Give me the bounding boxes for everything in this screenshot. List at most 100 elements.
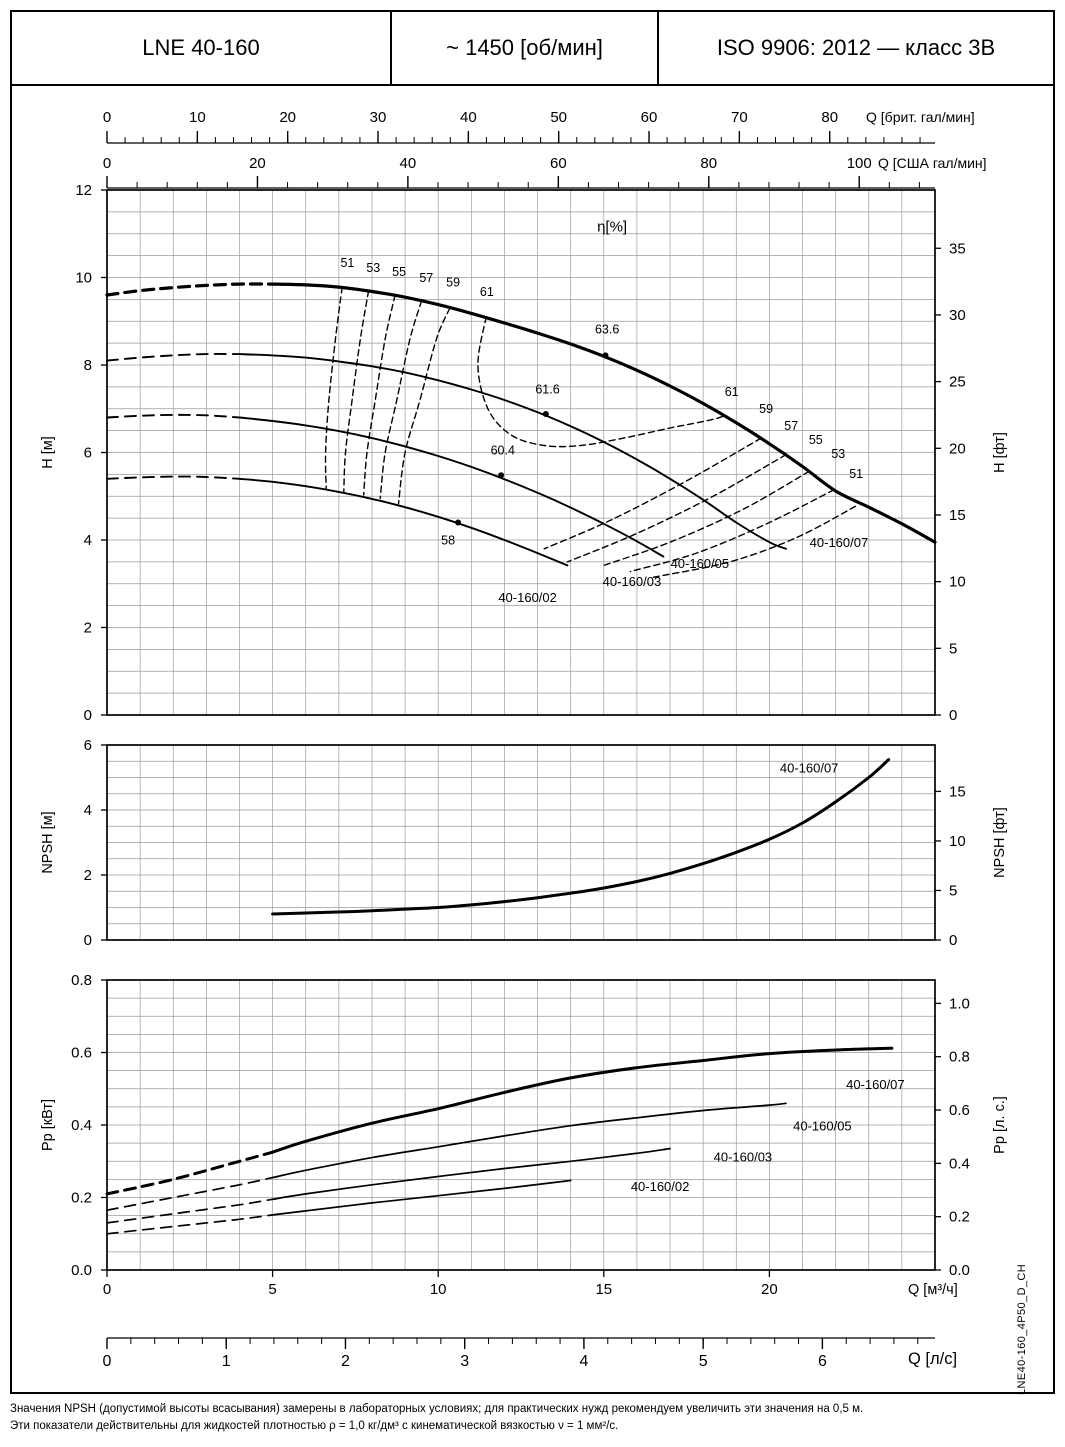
curve-label-40-160/02: 40-160/02 [631, 1179, 690, 1194]
curve-label-40-160/03: 40-160/03 [603, 574, 662, 589]
head-ytick-right: 0 [949, 707, 957, 724]
flow-axis-us-gpm-tick-label: 100 [847, 155, 872, 172]
npsh-ytick-right: 15 [949, 783, 966, 800]
efficiency-value-label: 57 [784, 419, 798, 433]
head-ytick-left: 4 [84, 532, 92, 549]
power-grid [107, 980, 935, 1270]
efficiency-contour-51 [324, 286, 343, 491]
npsh-ytick-right: 5 [949, 882, 957, 899]
npsh-ytick-left: 2 [84, 867, 92, 884]
efficiency-value-label: 61 [725, 385, 739, 399]
efficiency-contour-53 [343, 289, 370, 493]
flow-axis-imp-gpm-tick-label: 80 [821, 109, 838, 126]
power-ytick-right: 0.2 [949, 1209, 970, 1226]
efficiency-value-label: 53 [831, 447, 845, 461]
efficiency-contour-61 [477, 316, 726, 448]
npsh-chart: 0 2 4 6 0 5 10 15 40-160/07 NPSH [м] NPSH [фт] [40, 737, 1008, 949]
bep-marker-63.6 [602, 352, 609, 359]
flow-axis-imp-gpm-tick-label: 40 [460, 109, 477, 126]
pump-curve-40-160/02 [271, 1179, 572, 1216]
flow-axis-m3h-tick-label: 0 [103, 1281, 111, 1298]
power-ytick-left: 0.2 [71, 1190, 92, 1207]
power-ylabel-right: Pp [л. с.] [992, 1096, 1008, 1154]
pump-curve-40-160/03 [238, 416, 665, 558]
flow-axis-ls: 0 1 2 3 4 5 6 Q [л/с] [103, 1337, 957, 1370]
head-ytick-left: 6 [84, 445, 92, 462]
npsh-ytick-left: 4 [84, 802, 92, 819]
pump-curve-dashed-40-160/03 [106, 1198, 274, 1224]
efficiency-value-label: 51 [849, 467, 863, 481]
power-ylabel-left: Pp [кВт] [40, 1099, 56, 1151]
npsh-grid [107, 745, 935, 940]
footer-note-density: Эти показатели действительны для жидкост… [10, 1420, 619, 1433]
pump-curve-dashed-40-160/03 [106, 413, 241, 419]
efficiency-value-label: 57 [419, 271, 433, 285]
power-ytick-left: 0.0 [71, 1262, 92, 1279]
curve-label-40-160/07: 40-160/07 [846, 1077, 905, 1092]
pump-curve-40-160/03 [271, 1147, 671, 1201]
flow-axis-us-gpm-tick-label: 20 [249, 155, 266, 172]
head-ytick-right: 20 [949, 440, 966, 457]
head-chart: 0 2 4 6 8 10 12 0 5 10 15 20 25 30 35 40-160/07 40-160/0… [40, 182, 1008, 724]
efficiency-contour-53r [629, 489, 835, 573]
head-ytick-left: 0 [84, 707, 92, 724]
flow-axis-ls-unit-label: Q [л/с] [908, 1350, 957, 1368]
head-ytick-right: 30 [949, 307, 966, 324]
pump-curve-dashed-40-160/07 [105, 1150, 275, 1196]
head-ytick-left: 10 [75, 270, 92, 287]
power-ytick-right: 0.0 [949, 1262, 970, 1279]
npsh-ytick-left: 0 [84, 932, 92, 949]
flow-axis-imp-gpm-tick-label: 30 [370, 109, 387, 126]
flow-axis-imp-gpm-tick-label: 60 [641, 109, 658, 126]
flow-axis-m3h-tick-label: 10 [430, 1281, 447, 1298]
npsh-ylabel-left: NPSH [м] [40, 811, 56, 873]
pump-curve-40-160/07 [271, 1046, 894, 1154]
head-ytick-right: 35 [949, 240, 966, 257]
efficiency-contour-57 [379, 300, 423, 500]
head-ytick-right: 25 [949, 374, 966, 391]
flow-axis-ls-tick-label: 1 [222, 1353, 231, 1370]
pump-curve-40-160/05 [271, 1102, 787, 1179]
pump-curve-dashed-40-160/05 [106, 1176, 274, 1212]
efficiency-value-label: 53 [366, 261, 380, 275]
flow-axis-ls-tick-label: 0 [103, 1353, 112, 1370]
pump-curve-dashed-40-160/07 [105, 282, 275, 297]
efficiency-contour-51r [652, 505, 857, 578]
pump-curve-dashed-40-160/05 [106, 353, 241, 362]
head-ytick-left: 2 [84, 620, 92, 637]
efficiency-contour-55r [603, 470, 810, 567]
flow-axis-ls-tick-label: 2 [341, 1353, 350, 1370]
efficiency-contour-59 [397, 307, 451, 505]
flow-axis-imp-gpm-unit-label: Q [брит. гал/мин] [866, 109, 975, 125]
head-ytick-left: 12 [75, 182, 92, 199]
flow-axis-imp-gpm-tick-label: 10 [189, 109, 206, 126]
curve-label-40-160/05: 40-160/05 [793, 1118, 852, 1133]
curve-label-40-160/02: 40-160/02 [498, 590, 557, 605]
iso-standard-label: ISO 9906: 2012 — класс 3В [716, 35, 996, 60]
flow-axis-m3h-tick-label: 20 [761, 1281, 778, 1298]
npsh-ylabel-right: NPSH [фт] [992, 807, 1008, 878]
curve-label-40-160/05: 40-160/05 [671, 556, 730, 571]
curve-label-40-160/03: 40-160/03 [714, 1149, 773, 1164]
flow-axis-imp-gpm-tick-label: 70 [731, 109, 748, 126]
header-bar: LNE 40-160 ~ 1450 [об/мин] ISO 9906: 201… [12, 12, 1053, 86]
pump-curve-40-160/07 [271, 758, 891, 916]
flow-axis-m3h-tick-label: 15 [595, 1281, 612, 1298]
bep-value-label: 61.6 [535, 382, 559, 396]
flow-axis-imp-gpm-tick-label: 20 [279, 109, 296, 126]
npsh-ytick-right: 0 [949, 932, 957, 949]
flow-axis-imp-gpm-tick-label: 50 [550, 109, 567, 126]
efficiency-value-label: 55 [809, 433, 823, 447]
flow-axis-m3h: 0 5 10 15 20 Q [м³/ч] [103, 1270, 958, 1298]
flow-axis-ls-tick-label: 5 [699, 1353, 708, 1370]
flow-axis-m3h-unit-label: Q [м³/ч] [908, 1282, 958, 1298]
flow-axis-imp-gpm-tick-label: 0 [103, 109, 111, 126]
curve-label-40-160/07: 40-160/07 [780, 761, 839, 776]
efficiency-value-label: 59 [446, 275, 460, 289]
flow-axis-us-gpm-tick-label: 0 [103, 155, 111, 172]
efficiency-value-label: 61 [480, 285, 494, 299]
bep-marker-58 [455, 519, 462, 526]
head-ylabel-left: H [м] [40, 436, 56, 469]
flow-axis-ls-tick-label: 3 [460, 1353, 469, 1370]
